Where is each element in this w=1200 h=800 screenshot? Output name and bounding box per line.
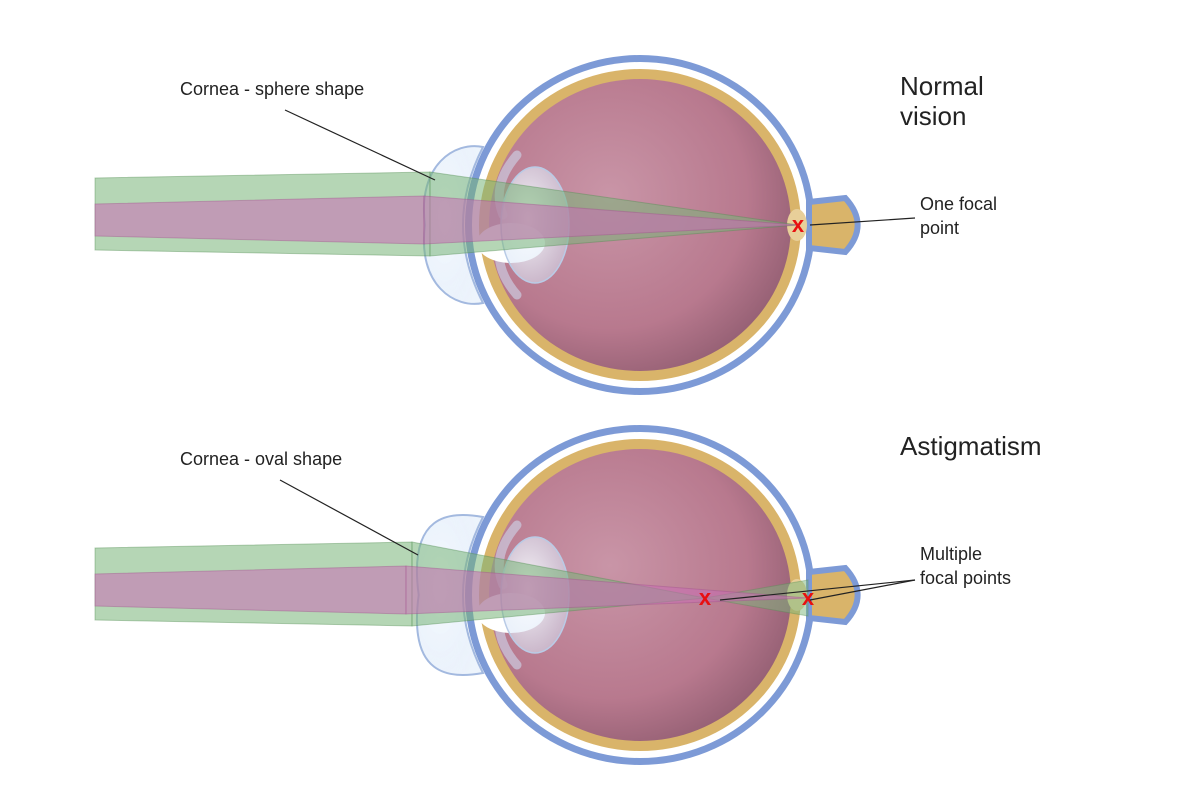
label-one-focal-point: One focal — [920, 194, 997, 214]
label-multiple-focal-points: focal points — [920, 568, 1011, 588]
focal-point-marker: x — [792, 212, 805, 237]
label-cornea-oval: Cornea - oval shape — [180, 449, 342, 469]
leader-line — [285, 110, 435, 180]
title-normal-vision: vision — [900, 101, 966, 131]
label-one-focal-point: point — [920, 218, 959, 238]
focal-point-marker: x — [802, 585, 815, 610]
focal-point-marker: x — [699, 585, 712, 610]
eye-diagram: x Normalvision Cornea - sphere shape One fo… — [0, 0, 1200, 800]
title-normal-vision: Normal — [900, 71, 984, 101]
label-multiple-focal-points: Multiple — [920, 544, 982, 564]
label-cornea-sphere: Cornea - sphere shape — [180, 79, 364, 99]
title-astigmatism: Astigmatism — [900, 431, 1042, 461]
